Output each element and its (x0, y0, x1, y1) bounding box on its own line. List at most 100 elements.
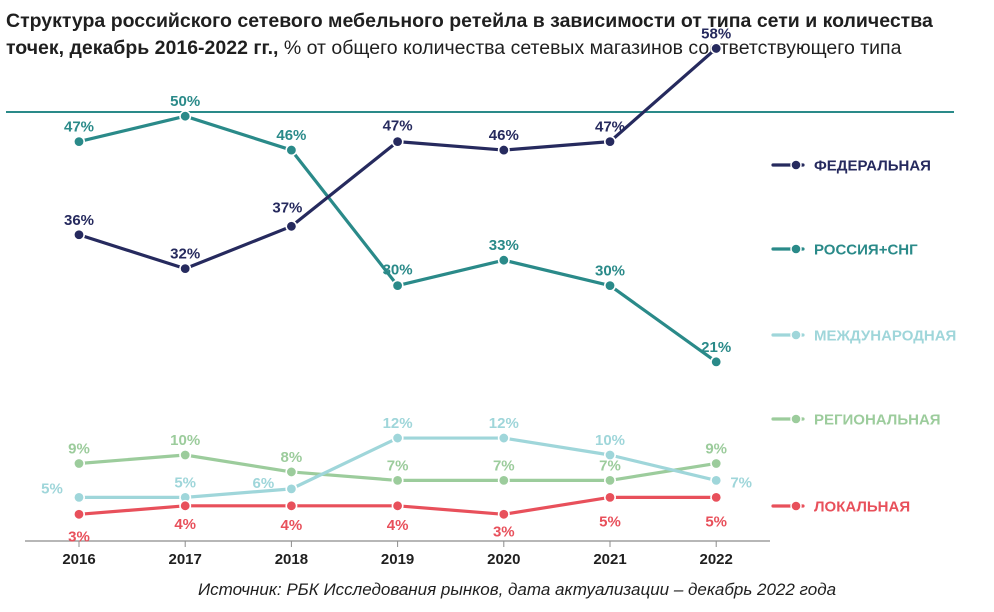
data-label: 7% (493, 457, 515, 474)
data-label: 36% (64, 212, 94, 229)
data-point (285, 465, 298, 478)
data-label: 5% (174, 474, 196, 491)
data-label: 9% (68, 440, 90, 457)
legend-swatch-dot (790, 159, 802, 171)
data-point (285, 144, 298, 157)
data-label: 12% (383, 415, 413, 432)
data-point (391, 135, 404, 148)
chart-title: Структура российского сетевого мебельног… (6, 8, 966, 62)
data-point (603, 448, 616, 461)
series-points (73, 42, 723, 521)
data-label: 6% (253, 475, 275, 492)
data-point (285, 482, 298, 495)
chart-title-bold: Структура российского сетевого мебельног… (6, 10, 933, 59)
legend: ФЕДЕРАЛЬНАЯ РОССИЯ+СНГ МЕЖДУНАРОДНАЯ РЕГИОН… (771, 158, 956, 516)
data-label: 4% (174, 516, 196, 533)
legend-label: МЕЖДУНАРОДНАЯ (814, 328, 956, 345)
x-tick-label: 2022 (700, 551, 733, 568)
data-label: 30% (595, 263, 625, 280)
data-point (603, 279, 616, 292)
data-label: 47% (383, 118, 413, 135)
data-label: 10% (595, 432, 625, 449)
data-point (710, 457, 723, 470)
legend-swatch-dot (790, 243, 802, 255)
source-note: Источник: РБК Исследования рынков, дата … (197, 580, 837, 599)
data-label: 32% (170, 246, 200, 263)
data-label: 7% (387, 457, 409, 474)
x-tick-label: 2020 (487, 551, 520, 568)
x-tick-label: 2017 (169, 551, 202, 568)
data-point (73, 491, 86, 504)
data-point (285, 220, 298, 233)
legend-label: РЕГИОНАЛЬНАЯ (814, 412, 941, 429)
data-labels: 9% 10%8% 7% 7% 7%9%5% 5% 6%12% 12%10%7%3%4% 4% 4%… (41, 25, 752, 545)
legend-swatch-dot (790, 329, 802, 341)
data-point (603, 491, 616, 504)
data-label: 8% (281, 449, 303, 466)
data-point (73, 228, 86, 241)
data-label: 5% (705, 513, 727, 530)
x-tick-label: 2016 (62, 551, 95, 568)
data-label: 47% (595, 119, 625, 136)
data-point (497, 508, 510, 521)
data-label: 33% (489, 237, 519, 254)
series-line-1 (77, 114, 718, 364)
data-point (391, 279, 404, 292)
data-label: 7% (599, 457, 621, 474)
legend-item-2: МЕЖДУНАРОДНАЯ (771, 328, 956, 345)
data-label: 37% (272, 199, 302, 216)
legend-swatch-dot (790, 413, 802, 425)
chart-title-subtitle: % от общего количества сетевых магазинов… (278, 37, 902, 59)
data-label: 47% (64, 119, 94, 136)
data-point (179, 110, 192, 123)
data-label: 46% (489, 127, 519, 144)
data-point (497, 144, 510, 157)
x-tick-label: 2019 (381, 551, 414, 568)
legend-label: ЛОКАЛЬНАЯ (814, 499, 910, 516)
data-label: 9% (705, 440, 727, 457)
data-point (391, 474, 404, 487)
data-label: 7% (730, 474, 752, 491)
legend-item-1: РОССИЯ+СНГ (771, 242, 918, 259)
data-label: 4% (387, 517, 409, 534)
data-label: 5% (41, 480, 63, 497)
x-axis: 2016 2017 2018 2019 2020 2021 2022 (25, 540, 770, 568)
data-point (710, 474, 723, 487)
data-point (603, 135, 616, 148)
data-label: 3% (68, 528, 90, 545)
data-point (603, 474, 616, 487)
data-point (710, 355, 723, 368)
title-divider (6, 111, 954, 113)
data-point (285, 499, 298, 512)
legend-item-3: РЕГИОНАЛЬНАЯ (771, 412, 941, 429)
data-point (73, 457, 86, 470)
legend-item-0: ФЕДЕРАЛЬНАЯ (771, 158, 931, 175)
data-point (73, 135, 86, 148)
data-label: 4% (281, 517, 303, 534)
data-point (73, 508, 86, 521)
data-label: 5% (599, 513, 621, 530)
data-label: 50% (170, 93, 200, 110)
data-point (391, 432, 404, 445)
data-point (391, 499, 404, 512)
data-point (179, 499, 192, 512)
data-point (497, 432, 510, 445)
data-point (179, 262, 192, 275)
data-label: 58% (701, 25, 731, 42)
x-tick-label: 2021 (593, 551, 626, 568)
data-label: 3% (493, 523, 515, 540)
data-point (710, 42, 723, 55)
data-point (497, 474, 510, 487)
data-label: 46% (276, 127, 306, 144)
legend-label: ФЕДЕРАЛЬНАЯ (814, 158, 931, 175)
data-label: 30% (383, 262, 413, 279)
data-label: 21% (701, 339, 731, 356)
data-point (179, 448, 192, 461)
x-tick-label: 2018 (275, 551, 308, 568)
data-label: 12% (489, 415, 519, 432)
legend-item-4: ЛОКАЛЬНАЯ (771, 499, 910, 516)
legend-label: РОССИЯ+СНГ (814, 242, 918, 259)
data-label: 10% (170, 432, 200, 449)
series-line-0 (77, 46, 718, 271)
